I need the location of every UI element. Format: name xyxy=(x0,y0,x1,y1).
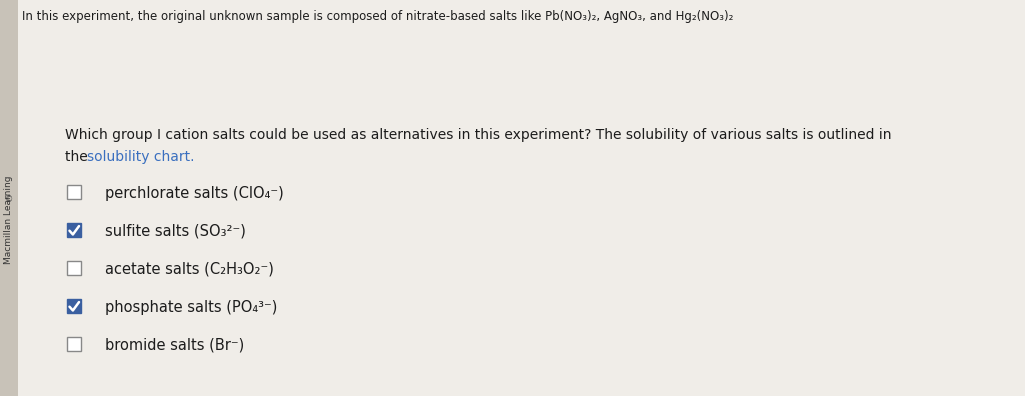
Bar xyxy=(0,0,18,396)
Bar xyxy=(67,261,81,275)
Text: the: the xyxy=(65,150,92,164)
Text: acetate salts (C₂H₃O₂⁻): acetate salts (C₂H₃O₂⁻) xyxy=(105,262,274,277)
Bar xyxy=(67,185,81,199)
Text: perchlorate salts (ClO₄⁻): perchlorate salts (ClO₄⁻) xyxy=(105,186,284,201)
Text: sulfite salts (SO₃²⁻): sulfite salts (SO₃²⁻) xyxy=(105,224,246,239)
Text: phosphate salts (PO₄³⁻): phosphate salts (PO₄³⁻) xyxy=(105,300,278,315)
Bar xyxy=(67,223,81,237)
Text: ©: © xyxy=(5,196,13,204)
Text: In this experiment, the original unknown sample is composed of nitrate-based sal: In this experiment, the original unknown… xyxy=(22,10,733,23)
Text: bromide salts (Br⁻): bromide salts (Br⁻) xyxy=(105,338,244,353)
Text: Which group I cation salts could be used as alternatives in this experiment? The: Which group I cation salts could be used… xyxy=(65,128,892,142)
Text: solubility chart.: solubility chart. xyxy=(87,150,195,164)
Bar xyxy=(67,337,81,351)
Text: Macmillan Learning: Macmillan Learning xyxy=(4,176,13,264)
Bar xyxy=(67,299,81,313)
